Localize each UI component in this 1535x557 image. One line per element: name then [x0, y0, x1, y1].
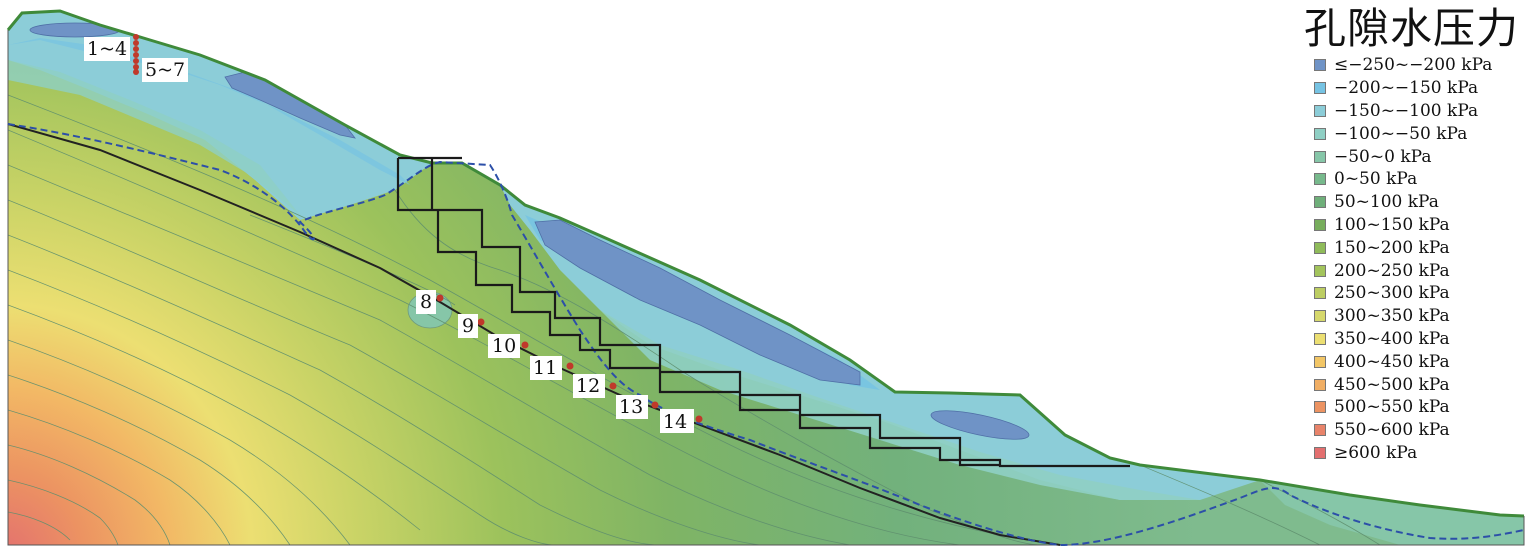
legend-swatch [1314, 310, 1326, 323]
point-labels: 1~4 5~7 8 9 10 11 12 13 14 [84, 37, 694, 433]
legend-item: 150~200 kPa [1304, 236, 1529, 259]
legend-label: ≤−250~−200 kPa [1334, 55, 1493, 76]
legend-label: −100~−50 kPa [1334, 123, 1468, 144]
legend-item: 300~350 kPa [1304, 305, 1529, 328]
legend-label: 200~250 kPa [1334, 260, 1450, 281]
monitoring-points [133, 34, 703, 423]
legend-item: ≥600 kPa [1304, 442, 1529, 465]
legend-label: 50~100 kPa [1334, 192, 1439, 213]
legend-swatch [1314, 196, 1326, 209]
monitor-point [521, 341, 529, 349]
legend-item: 350~400 kPa [1304, 328, 1529, 351]
legend-swatch [1314, 355, 1326, 368]
legend-label: 550~600 kPa [1334, 420, 1450, 441]
monitor-point [651, 401, 659, 409]
legend-swatch [1314, 424, 1326, 437]
legend-item: ≤−250~−200 kPa [1304, 54, 1529, 77]
monitor-point [436, 294, 444, 302]
legend-swatch [1314, 378, 1326, 391]
legend-swatch [1314, 401, 1326, 414]
legend-swatch [1314, 241, 1326, 254]
legend-items: ≤−250~−200 kPa −200~−150 kPa −150~−100 kPa… [1304, 54, 1529, 464]
legend-label: 500~550 kPa [1334, 397, 1450, 418]
label-11: 11 [533, 357, 557, 379]
legend-swatch [1314, 287, 1326, 300]
legend-label: 300~350 kPa [1334, 306, 1450, 327]
legend-label: −50~0 kPa [1334, 146, 1432, 167]
monitor-point [566, 362, 574, 370]
monitor-point [133, 52, 139, 58]
monitor-point [133, 64, 139, 70]
legend-swatch [1314, 446, 1326, 459]
monitor-point [133, 46, 139, 52]
legend-item: 200~250 kPa [1304, 259, 1529, 282]
legend-item: 50~100 kPa [1304, 191, 1529, 214]
monitor-point [695, 415, 703, 423]
legend-item: 250~300 kPa [1304, 282, 1529, 305]
legend-swatch [1314, 59, 1326, 72]
model-boundary [7, 30, 1525, 546]
ground-surface-line [6, 9, 1525, 518]
groundwater-dashed-line [7, 123, 1525, 547]
legend-item: 500~550 kPa [1304, 396, 1529, 419]
legend-item: 550~600 kPa [1304, 419, 1529, 442]
label-14: 14 [663, 411, 687, 433]
label-1-4: 1~4 [87, 38, 127, 60]
excavation-step-outline [396, 156, 1130, 468]
legend-swatch [1314, 104, 1326, 117]
monitor-point [133, 34, 139, 40]
legend-label: 150~200 kPa [1334, 237, 1450, 258]
legend-label: 450~500 kPa [1334, 374, 1450, 395]
legend-label: −150~−100 kPa [1334, 100, 1479, 121]
label-12: 12 [576, 375, 600, 397]
legend-item: 0~50 kPa [1304, 168, 1529, 191]
monitor-point [609, 382, 617, 390]
legend-item: −100~−50 kPa [1304, 122, 1529, 145]
legend-item: −50~0 kPa [1304, 145, 1529, 168]
legend-label: 350~400 kPa [1334, 328, 1450, 349]
legend-swatch [1314, 173, 1326, 186]
legend-item: −200~−150 kPa [1304, 77, 1529, 100]
label-9: 9 [462, 315, 474, 337]
legend-swatch [1314, 82, 1326, 95]
legend-label: 100~150 kPa [1334, 214, 1450, 235]
monitor-point [133, 58, 139, 64]
legend-swatch [1314, 150, 1326, 163]
monitor-point [477, 318, 485, 326]
legend-item: 450~500 kPa [1304, 373, 1529, 396]
monitor-point [133, 40, 139, 46]
legend-label: ≥600 kPa [1334, 442, 1418, 463]
legend-label: −200~−150 kPa [1334, 78, 1479, 99]
label-13: 13 [619, 396, 643, 418]
legend: 孔隙水压力 ≤−250~−200 kPa −200~−150 kPa −150~−1… [1304, 4, 1529, 464]
label-5-7: 5~7 [145, 59, 185, 81]
label-8: 8 [420, 291, 432, 313]
legend-label: 0~50 kPa [1334, 169, 1418, 190]
legend-item: 400~450 kPa [1304, 350, 1529, 373]
legend-swatch [1314, 218, 1326, 231]
monitor-point [133, 69, 139, 75]
legend-label: 400~450 kPa [1334, 351, 1450, 372]
legend-item: −150~−100 kPa [1304, 100, 1529, 123]
legend-swatch [1314, 127, 1326, 140]
legend-item: 100~150 kPa [1304, 214, 1529, 237]
legend-title: 孔隙水压力 [1304, 4, 1520, 53]
legend-swatch [1314, 332, 1326, 345]
legend-label: 250~300 kPa [1334, 283, 1450, 304]
label-10: 10 [492, 335, 516, 357]
legend-swatch [1314, 264, 1326, 277]
